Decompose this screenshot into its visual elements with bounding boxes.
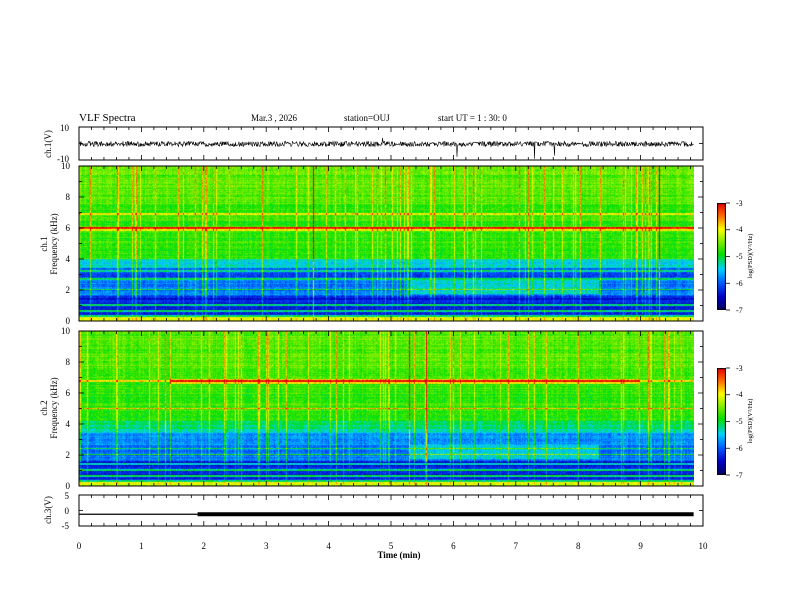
ch1-cbar-tick-label: -5 [736, 252, 743, 261]
time-tick-label: 1 [139, 541, 144, 551]
ch3-wave-ytick-label: -5 [62, 521, 70, 531]
ch1-spec-ylabel-line1: ch.1 [39, 236, 49, 251]
time-tick-label: 4 [326, 541, 331, 551]
ch1-cbar-tick-label: -3 [736, 199, 743, 208]
ch2-cbar-label: log(PSD)(V²/Hz) [747, 399, 754, 444]
ch2-freq-tick-label: 2 [66, 450, 71, 460]
chart-title: VLF Spectra [79, 112, 136, 124]
time-tick-label: 3 [264, 541, 269, 551]
ch1-freq-tick-label: 2 [66, 285, 71, 295]
time-tick-label: 6 [451, 541, 456, 551]
ch1-spectrogram-frame [78, 165, 704, 322]
time-tick-label: 9 [638, 541, 643, 551]
time-tick-label: 10 [699, 541, 709, 551]
ch2-cbar-tick-label: -6 [736, 444, 743, 453]
ch2-cbar-tick-label: -4 [736, 390, 743, 399]
time-tick-label: 8 [576, 541, 581, 551]
ch1-freq-tick-label: 6 [66, 223, 71, 233]
ch2-freq-tick-label: 0 [66, 481, 71, 491]
ch1-freq-tick-label: 0 [66, 316, 71, 326]
ch2-freq-tick-label: 4 [66, 419, 71, 429]
ch1-spec-ylabel-line2: Frequency (kHz) [49, 213, 59, 274]
ch2-cbar-tick-label: -3 [736, 364, 743, 373]
ch1-wave-ytick-label: -10 [57, 154, 69, 164]
ch2-colorbar [717, 368, 726, 475]
ch2-freq-tick-label: 8 [66, 357, 71, 367]
ch2-freq-tick-label: 6 [66, 388, 71, 398]
ch1-cbar-tick-label: -7 [736, 306, 743, 315]
ch2-cbar-tick-label: -7 [736, 471, 743, 480]
ch1-colorbar [717, 203, 726, 310]
ch2-spectrogram-frame [78, 330, 704, 487]
ch1-cbar-tick-label: -6 [736, 279, 743, 288]
station-label: station=OUJ [344, 113, 390, 123]
ch2-freq-tick-label: 10 [61, 326, 71, 336]
ch3-wave-ytick-label: 5 [65, 491, 70, 501]
ch1-freq-tick-label: 8 [66, 192, 71, 202]
axis-ticks [78, 126, 730, 527]
time-tick-label: 0 [77, 541, 82, 551]
ch2-cbar-tick-label: -5 [736, 417, 743, 426]
ch1-waveform-line [79, 137, 694, 159]
ch2-spec-ylabel-line1: ch.2 [39, 400, 49, 415]
ch3-wave-ylabel: ch.3(V) [43, 496, 53, 524]
ch1-cbar-tick-label: -4 [736, 225, 743, 234]
ch1-spectrogram-heatmap [79, 166, 694, 321]
time-axis-label: Time (min) [377, 550, 420, 560]
ch1-wave-ylabel: ch.1(V) [43, 130, 53, 158]
ch1-freq-tick-label: 10 [61, 161, 71, 171]
ch2-spec-ylabel-line2: Frequency (kHz) [49, 377, 59, 438]
ch1-cbar-label: log(PSD)(V²/Hz) [747, 234, 754, 279]
time-tick-label: 2 [202, 541, 207, 551]
start-time-label: start UT = 1 : 30: 0 [438, 113, 507, 123]
ch1-freq-tick-label: 4 [66, 254, 71, 264]
time-tick-label: 5 [389, 541, 394, 551]
ch3-wave-ytick-label: 0 [65, 506, 70, 516]
date-label: Mar.3 , 2026 [251, 113, 297, 123]
ch2-spectrogram-heatmap [79, 331, 694, 486]
time-tick-label: 7 [514, 541, 519, 551]
ch1-wave-ytick-label: 10 [60, 123, 70, 133]
